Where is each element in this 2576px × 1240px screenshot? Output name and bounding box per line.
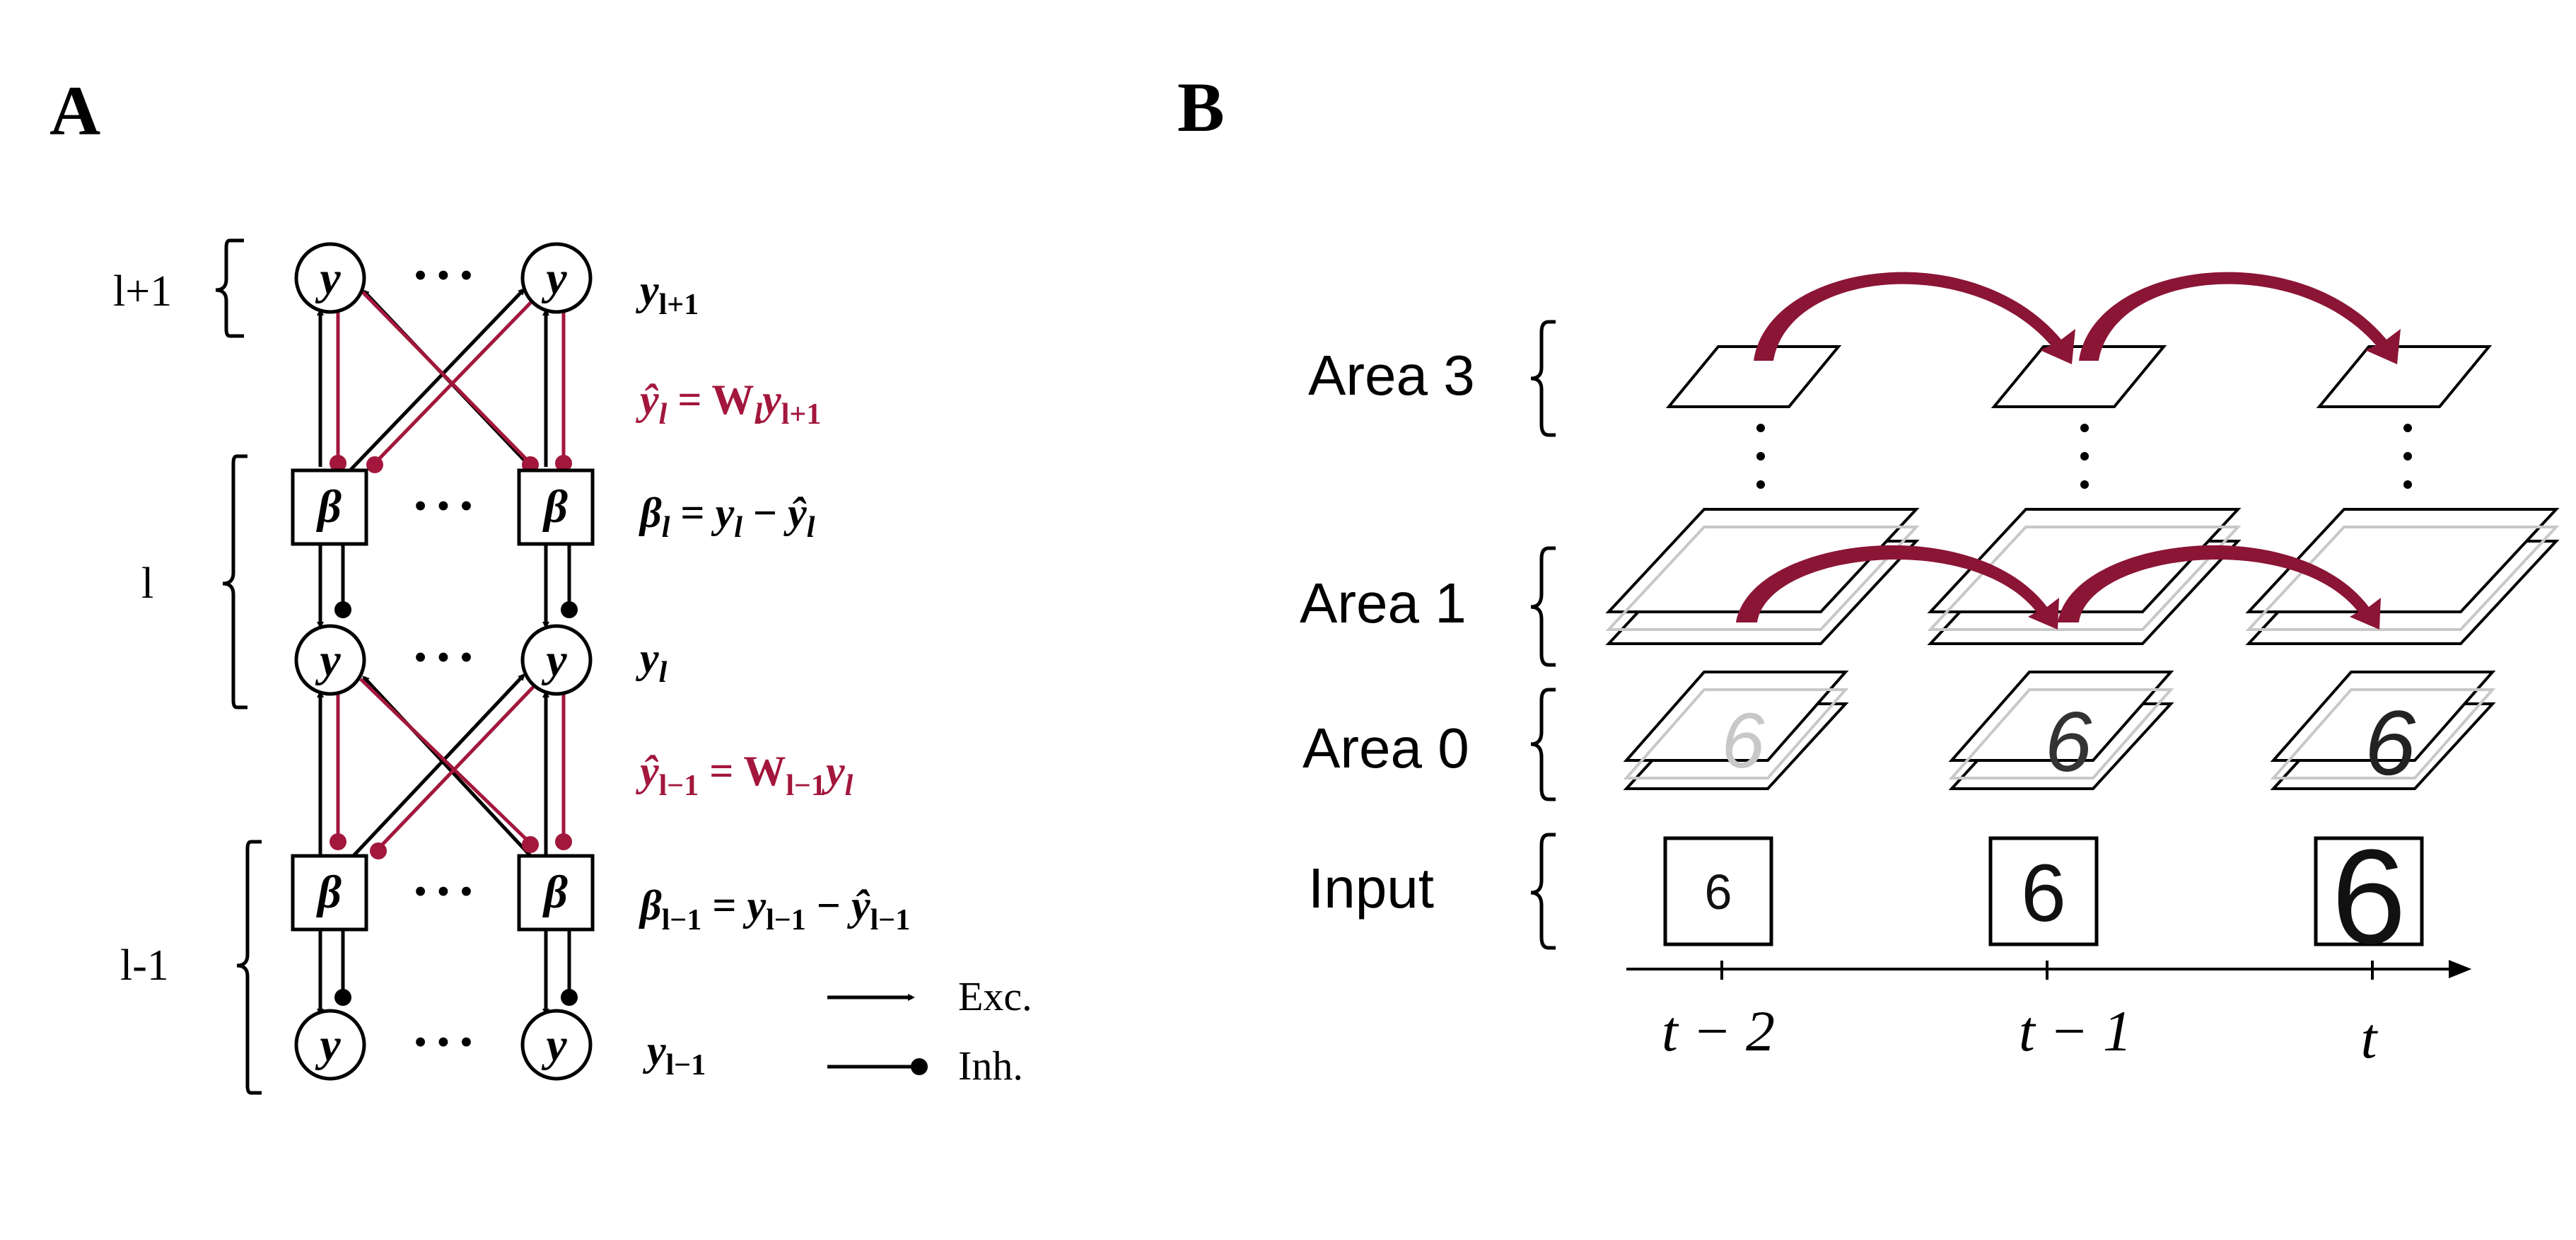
- input-label: Input: [1308, 857, 1434, 920]
- node-y-bottom-right: y: [520, 1009, 593, 1081]
- inhibitory-dots-vertical: [330, 455, 578, 1006]
- svg-text:y: y: [315, 1019, 341, 1071]
- equation-prediction-l-1: ŷl−1 = Wl−1yl: [636, 748, 853, 802]
- ellipsis-row-bottom: • • •: [414, 1021, 473, 1063]
- area-1-label: Area 1: [1300, 572, 1467, 635]
- legend-inhibitory: Inh.: [827, 1043, 1023, 1089]
- input-digit-large: 6: [2331, 822, 2406, 972]
- svg-text:y: y: [315, 635, 341, 686]
- equation-prediction-l: ŷl = Wlyl+1: [636, 376, 821, 431]
- panel-a-letter: A: [49, 71, 100, 150]
- node-y-mid-right: y: [520, 624, 593, 696]
- area-0-digit-1: 6: [1721, 697, 1765, 784]
- svg-text:Exc.: Exc.: [958, 973, 1032, 1019]
- svg-text:β: β: [315, 481, 342, 533]
- svg-text:y: y: [315, 253, 341, 304]
- ellipsis-row-beta1: • • •: [414, 485, 473, 527]
- node-beta-row2-right: β: [517, 854, 595, 932]
- ellipsis-row-beta2: • • •: [414, 870, 473, 912]
- cross-connections-bottom: [349, 673, 539, 861]
- node-y-top-right: y: [520, 242, 593, 314]
- area-1-recurrent-arrows: [1736, 545, 2381, 630]
- area-1-planes: [1605, 508, 2560, 645]
- panel-b-letter: B: [1177, 68, 1225, 146]
- area-0-planes: [1623, 671, 2496, 790]
- svg-text:β: β: [542, 867, 568, 918]
- label-y-top: yl+1: [636, 267, 699, 321]
- node-beta-row1-left: β: [291, 468, 368, 546]
- label-y-mid: yl: [636, 635, 668, 689]
- node-y-bottom-left: y: [294, 1009, 366, 1081]
- area-3-planes: [1665, 345, 2493, 408]
- svg-text:y: y: [541, 635, 567, 686]
- layer-brace-top: [215, 238, 244, 338]
- time-tick-t-minus-1: t − 1: [2019, 999, 2132, 1063]
- equation-error-l: βl = yl − ŷl: [639, 489, 815, 544]
- svg-text:y: y: [541, 253, 567, 304]
- input-digit-small: 6: [1705, 864, 1732, 920]
- area-0-digit-2: 6: [2045, 695, 2092, 789]
- layer-label-bottom: l-1: [120, 941, 169, 990]
- cross-connections-top: [349, 288, 539, 473]
- ellipsis-row-top: • • •: [414, 254, 473, 296]
- time-tick-t: t: [2361, 1006, 2379, 1070]
- node-beta-row1-right: β: [517, 468, 595, 546]
- svg-text:β: β: [315, 867, 342, 918]
- equation-error-l-1: βl−1 = yl−1 − ŷl−1: [639, 882, 910, 937]
- layer-label-mid: l: [141, 560, 153, 608]
- area-0-digit-3: 6: [2365, 691, 2416, 794]
- time-tick-t-minus-2: t − 2: [1662, 999, 1775, 1063]
- area-dots: [1756, 424, 2412, 489]
- area-0-label: Area 0: [1302, 717, 1469, 780]
- svg-text:y: y: [541, 1019, 567, 1071]
- area-3-recurrent-arrows: [1754, 272, 2401, 364]
- layer-brace-mid: [222, 454, 247, 709]
- layer-label-top: l+1: [113, 267, 172, 315]
- label-y-bottom: yl−1: [643, 1027, 706, 1082]
- time-axis: [1626, 960, 2472, 980]
- ellipsis-row-mid: • • •: [414, 636, 473, 678]
- svg-text:β: β: [542, 481, 568, 533]
- layer-brace-bottom: [236, 840, 262, 1095]
- node-beta-row2-left: β: [291, 854, 368, 932]
- node-y-mid-left: y: [294, 624, 366, 696]
- input-boxes: [1663, 836, 2424, 946]
- area-braces: [1530, 320, 1556, 950]
- input-digit-medium: 6: [2021, 848, 2066, 939]
- legend-excitatory: Exc.: [827, 973, 1032, 1019]
- node-y-top-left: y: [294, 242, 366, 314]
- vertical-connections: [317, 308, 571, 1016]
- svg-text:Inh.: Inh.: [958, 1043, 1023, 1089]
- area-3-label: Area 3: [1308, 344, 1475, 407]
